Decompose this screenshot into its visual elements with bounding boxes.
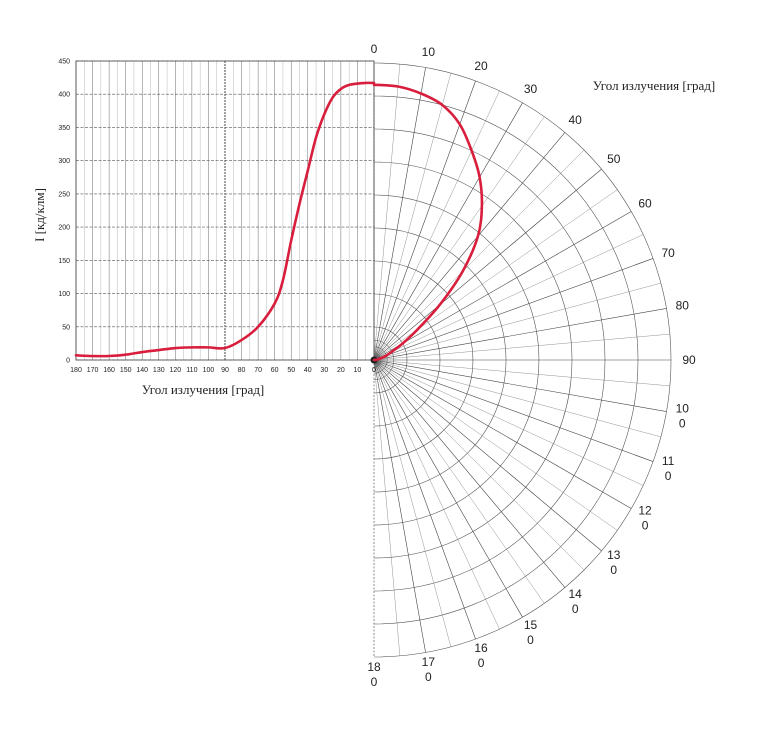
polar-angle-tick: 12 0 <box>638 504 652 533</box>
y-tick-label: 350 <box>58 125 70 132</box>
polar-spoke <box>373 359 426 653</box>
tick-labels: 180 170 160 150 140 130 120 110 100 90 80 70 60 50 40 3… <box>58 42 696 689</box>
polar-spoke <box>373 168 602 361</box>
x-axis-label: Угол излучения [град] <box>142 382 265 397</box>
y-tick-label: 200 <box>58 225 70 232</box>
x-tick-label: 70 <box>254 367 262 374</box>
polar-angle-tick: 90 <box>682 353 696 367</box>
x-tick-label: 10 <box>354 367 362 374</box>
polar-angle-tick: 16 0 <box>474 641 488 670</box>
polar-angle-tick: 50 <box>607 152 621 166</box>
x-tick-label: 40 <box>304 367 312 374</box>
polar-spoke <box>373 359 632 509</box>
y-tick-label: 300 <box>58 158 70 165</box>
y-tick-label: 250 <box>58 191 70 198</box>
polar-spoke <box>373 359 523 618</box>
polar-spoke <box>373 359 644 486</box>
polar-spoke <box>373 132 566 361</box>
cartesian-series-line <box>74 81 376 358</box>
polar-angle-tick: 15 0 <box>524 618 538 647</box>
polar-angle-tick: 30 <box>524 82 538 96</box>
polar-spoke <box>373 359 602 552</box>
polar-spoke <box>373 359 545 604</box>
cartesian-grid <box>75 60 375 361</box>
data-curves <box>74 81 484 362</box>
polar-angle-tick: 60 <box>638 197 652 211</box>
polar-spoke <box>373 282 661 361</box>
polar-spoke <box>373 80 476 361</box>
polar-angle-tick: 0 <box>371 42 378 56</box>
polar-spoke <box>373 333 670 361</box>
polar-series-line <box>372 83 484 362</box>
polar-angle-tick: 13 0 <box>607 548 621 577</box>
x-tick-label: 160 <box>103 367 115 374</box>
y-tick-label: 0 <box>66 358 70 365</box>
polar-spoke <box>373 359 500 630</box>
x-tick-label: 110 <box>186 367 197 374</box>
polar-spoke <box>373 102 523 361</box>
y-tick-label: 400 <box>58 92 70 99</box>
polar-angle-tick: 18 0 <box>367 660 381 689</box>
polar-angle-tick: 40 <box>569 113 583 127</box>
x-tick-label: 150 <box>120 367 132 374</box>
y-axis-label: I [кд/клм] <box>32 188 47 242</box>
plot-frame <box>75 60 375 361</box>
x-tick-label: 20 <box>337 367 345 374</box>
x-tick-label: 60 <box>271 367 279 374</box>
y-tick-label: 100 <box>58 291 70 298</box>
x-tick-label: 180 <box>70 367 82 374</box>
y-tick-label: 450 <box>58 59 70 66</box>
polar-spoke <box>373 67 426 361</box>
polar-spoke <box>373 359 476 640</box>
x-tick-label: 30 <box>320 367 328 374</box>
polar-spoke <box>373 149 585 361</box>
x-tick-label: 170 <box>87 367 99 374</box>
x-tick-label: 80 <box>238 367 246 374</box>
polar-spoke <box>373 258 654 361</box>
polar-angle-tick: 70 <box>661 246 675 260</box>
polar-spoke <box>373 116 545 361</box>
polar-spoke <box>373 359 452 647</box>
polar-angle-tick: 10 <box>422 45 436 59</box>
polar-angle-tick: 14 0 <box>569 587 583 616</box>
polar-angle-tick: 80 <box>676 299 690 313</box>
polar-spoke <box>373 359 661 438</box>
polar-angle-tick: 20 <box>474 59 488 73</box>
x-tick-label: 0 <box>372 367 376 374</box>
polar-spoke <box>373 73 452 361</box>
x-tick-label: 120 <box>169 367 181 374</box>
polar-angle-tick: 17 0 <box>422 655 436 684</box>
polar-spoke <box>373 359 654 462</box>
polar-spoke <box>373 308 667 361</box>
polar-spoke <box>373 90 500 361</box>
x-tick-label: 140 <box>136 367 148 374</box>
polar-spoke <box>373 359 566 588</box>
polar-spoke <box>373 359 585 571</box>
polar-spoke <box>373 234 644 361</box>
x-tick-label: 100 <box>203 367 215 374</box>
x-tick-label: 90 <box>221 367 229 374</box>
polar-grid <box>370 62 672 658</box>
x-tick-label: 50 <box>287 367 295 374</box>
polar-spoke <box>373 359 667 412</box>
polar-angle-tick: 11 0 <box>662 454 675 483</box>
polar-spoke <box>373 64 401 361</box>
polar-spoke <box>373 359 618 531</box>
polar-angle-tick: 10 0 <box>676 401 690 430</box>
polar-angle-label: Угол излучения [град] <box>593 78 716 93</box>
polar-spoke <box>373 359 670 387</box>
x-tick-label: 130 <box>153 367 165 374</box>
polar-spoke <box>373 359 401 656</box>
polar-spoke <box>373 211 632 361</box>
y-tick-label: 150 <box>58 258 70 265</box>
y-tick-label: 50 <box>62 324 70 331</box>
